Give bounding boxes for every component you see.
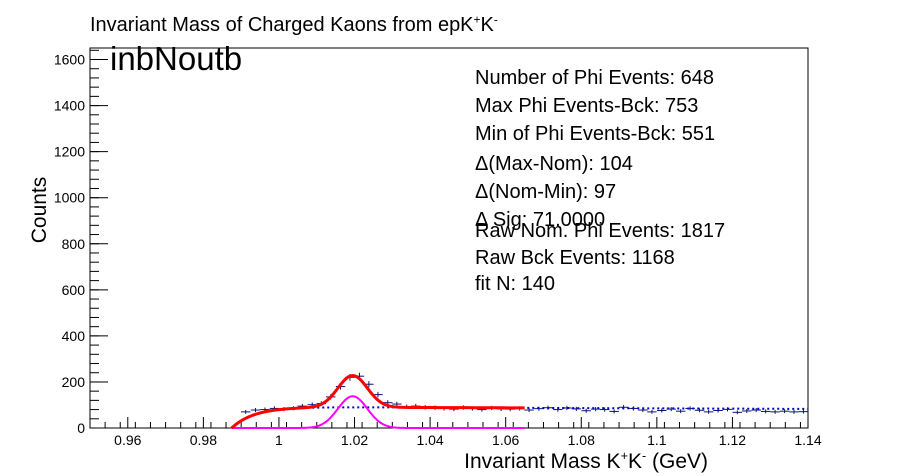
stat-raw-nom: Raw Nom. Phi Events: 1817 xyxy=(475,220,726,242)
stat-raw-bck: Raw Bck Events: 1168 xyxy=(475,247,675,269)
y-tick-label: 1200 xyxy=(54,144,85,160)
background-fit-curve xyxy=(231,406,809,429)
x-axis-label: Invariant Mass K+K- (GeV) xyxy=(464,449,708,473)
chart-title: Invariant Mass of Charged Kaons from epK… xyxy=(90,12,498,36)
x-axis: 0.96 0.98 1 1.02 1.04 1.06 1.08 1.1 1.12 1.14 xyxy=(89,417,822,448)
x-tick-label: 0.98 xyxy=(190,432,217,448)
x-tick-label: 1.14 xyxy=(794,432,821,448)
y-tick-label: 1400 xyxy=(54,98,85,114)
y-axis: 0 200 400 600 800 1000 1200 1400 1600 xyxy=(54,49,108,436)
y-tick-label: 800 xyxy=(62,236,86,252)
x-tick-label: 1.06 xyxy=(492,432,519,448)
x-tick-label: 1.08 xyxy=(568,432,595,448)
x-tick-label: 1.04 xyxy=(416,432,443,448)
x-tick-label: 0.96 xyxy=(114,432,141,448)
fit-curves xyxy=(230,374,809,430)
x-tick-label: 1.1 xyxy=(647,432,667,448)
y-tick-label: 1600 xyxy=(54,52,85,68)
y-axis-label: Counts xyxy=(28,176,51,244)
stat-delta-sig: Δ Sig: 71.0000 xyxy=(475,209,606,231)
y-tick-label: 400 xyxy=(62,328,86,344)
y-tick-label: 200 xyxy=(62,374,86,390)
stat-phi-events: Number of Phi Events: 648 xyxy=(475,67,715,89)
y-tick-label: 600 xyxy=(62,282,86,298)
stat-min-phi: Min of Phi Events-Bck: 551 xyxy=(475,123,716,145)
run-label: inbNoutb xyxy=(110,40,243,77)
stat-delta-max-nom: Δ(Max-Nom): 104 xyxy=(475,153,633,175)
signal-fit-curve xyxy=(231,395,525,429)
stat-fit-n: fit N: 140 xyxy=(475,273,556,295)
total-fit-curve xyxy=(230,374,525,430)
x-tick-label: 1.02 xyxy=(341,432,368,448)
stat-max-phi: Max Phi Events-Bck: 753 xyxy=(475,95,699,117)
y-tick-label: 0 xyxy=(77,420,85,436)
y-tick-label: 1000 xyxy=(54,190,85,206)
x-tick-label: 1 xyxy=(275,432,283,448)
x-tick-label: 1.12 xyxy=(719,432,746,448)
stat-delta-nom-min: Δ(Nom-Min): 97 xyxy=(475,181,617,203)
